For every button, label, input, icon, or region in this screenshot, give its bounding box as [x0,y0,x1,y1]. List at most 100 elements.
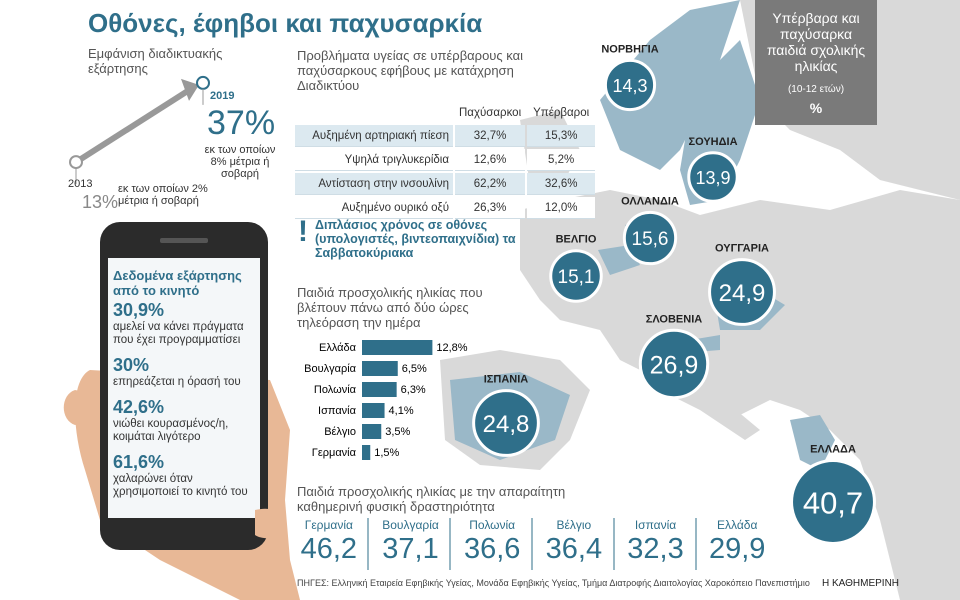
table-cell: 32,7% [455,125,526,147]
table-cell: 26,3% [455,197,526,219]
thumb [255,508,286,539]
country-name: ΒΕΛΓΙΟ [556,234,597,246]
activity-country: Βέλγιο [556,518,592,532]
country-marker [622,210,678,266]
table-cell: 15,3% [527,125,596,147]
bar-chart-title: Παιδιά προσχολικής ηλικίας που βλέπουν π… [297,285,483,330]
map-legend-box [755,0,877,125]
activity-value: 46,2 [300,533,358,565]
credit: Η ΚΑΘΗΜΕΡΙΝΗ [822,578,900,589]
mobile-value: 30,9% [113,300,165,320]
activity-value: 32,3 [627,533,684,565]
country-marker [638,328,710,400]
arrow-head [181,78,199,101]
country-name: ΟΥΓΓΑΡΙΑ [715,243,769,255]
column-header: Παχύσαρκοι [459,106,522,119]
bar-chart: Ελλάδα 12,8% Βουλγαρία 6,5% Πολωνία 6,3% Ισπαν… [304,340,468,460]
activity-item: Γερμανία 46,2 [288,518,370,566]
mobile-item: 30% επηρεάζεται η όρασή του [113,355,255,389]
country-name: ΕΛΛΑΔΑ [810,444,856,456]
activity-country: Πολωνία [469,518,516,532]
row-label: Υψηλά τριγλυκερίδια [295,149,453,171]
table-cell: 5,2% [527,149,596,171]
table-cell: 12,0% [527,197,596,219]
mobile-text: νιώθει κουρασμένος/η, κοιμάται λιγότερο [113,418,229,443]
activity-item: Ισπανία 32,3 [615,518,697,566]
bar [362,403,385,418]
activity-value: 36,4 [545,533,603,565]
map-subtitle: (10-12 ετών) [787,84,845,95]
mobile-text: αμελεί να κάνει πράγματα που έχει προγρα… [113,321,244,346]
bar-label: Ισπανία [318,405,357,417]
table-cell: 62,2% [455,173,526,195]
country-value: 40,7 [803,486,863,521]
map-unit: % [809,100,823,116]
bar-value: 6,5% [402,363,427,375]
mobile-title: Δεδομένα εξάρτησης από το κινητό [113,268,242,298]
bar-value: 4,1% [389,405,414,417]
country-name: ΝΟΡΒΗΓΙΑ [601,43,658,55]
table-cell: 32,6% [527,173,596,195]
table-row: Υψηλά τριγλυκερίδια 12,6% 5,2% [295,149,596,171]
mobile-value: 42,6% [113,397,165,417]
map-title: Υπέρβαρα και παχύσαρκα παιδιά σχολικής η… [766,10,866,74]
mobile-text: χαλαρώνει όταν χρησιμοποιεί το κινητό το… [113,473,248,498]
row-label: Αυξημένο ουρικό οξύ [295,197,453,219]
table-row: Αυξημένο ουρικό οξύ 26,3% 12,0% [295,197,596,219]
country-name: ΙΣΠΑΝΙΑ [484,374,529,386]
phone-speaker [160,238,208,243]
activity-item: Πολωνία 36,6 [451,518,533,566]
bar-value: 1,5% [374,447,399,459]
health-table: Παχύσαρκοι Υπέρβαροι Αυξημένη αρτηριακή π… [293,100,597,221]
mobile-value: 30% [113,355,150,375]
mobile-item: 61,6% χαλαρώνει όταν χρησιμοποιεί το κινη… [113,452,255,499]
table-title: Προβλήματα υγείας σε υπέρβαρους και παχύ… [297,48,524,93]
country-marker [603,58,657,112]
country-value: 15,6 [632,229,669,250]
mobile-items: 30,9% αμελεί να κάνει πράγματα που έχει π… [113,300,255,507]
row-label: Αυξημένη αρτηριακή πίεση [295,125,453,147]
bar [362,445,371,460]
phone-screen [108,258,260,518]
activity-title: Παιδιά προσχολικής ηλικίας με την απαραί… [297,484,566,514]
addiction-label: Εμφάνιση διαδικτυακής εξάρτησης [88,46,223,76]
note: εκ των οποίων 2% μέτρια ή σοβαρή [118,183,208,207]
country-name: ΣΟΥΗΔΙΑ [688,136,737,148]
note-text: Διπλάσιος χρόνος σε οθόνες (υπολογιστές,… [315,218,516,260]
title: Οθόνες, έφηβοι και παχυσαρκία [88,8,483,38]
value-label: 37% [207,104,276,142]
activity-value: 29,9 [708,533,766,565]
activity-country: Βουλγαρία [382,518,439,532]
country-name: ΣΛΟΒΕΝΙΑ [646,313,702,325]
table-cell: 12,6% [455,149,526,171]
mobile-text: επηρεάζεται η όρασή του [113,376,241,388]
row-label: Αντίσταση στην ινσουλίνη [295,173,453,195]
mobile-value: 61,6% [113,452,165,472]
year: 2019 [210,90,235,102]
column-header: Υπέρβαροι [533,106,590,119]
table-row: Αντίσταση στην ινσουλίνη 62,2% 32,6% [295,173,596,195]
bar-value: 6,3% [401,384,426,396]
activity-stats: Γερμανία 46,2 Βουλγαρία 37,1 Πολωνία 36,6 Βέλγ… [288,518,778,566]
activity-dividers [367,518,697,570]
activity-country: Ισπανία [634,518,677,532]
bar-value: 12,8% [436,342,467,354]
country-marker [549,249,603,303]
country-value: 15,1 [558,267,595,288]
year: 2013 [68,178,93,190]
bar [362,424,382,439]
country-value: 26,9 [650,351,699,379]
country-marker [708,258,776,326]
activity-country: Γερμανία [304,518,353,532]
activity-country: Ελλάδα [717,518,758,532]
country-value: 24,8 [483,411,530,438]
activity-item: Βέλγιο 36,4 [533,518,615,566]
activity-value: 36,6 [463,533,521,565]
mobile-item: 42,6% νιώθει κουρασμένος/η, κοιμάται λιγό… [113,397,255,444]
country-marker [790,459,876,545]
activity-value: 37,1 [382,533,439,565]
bar-label: Βέλγιο [324,426,356,438]
country-marker [472,389,540,457]
source: ΠΗΓΕΣ: Ελληνική Εταιρεία Εφηβικής Υγείας… [297,578,810,588]
